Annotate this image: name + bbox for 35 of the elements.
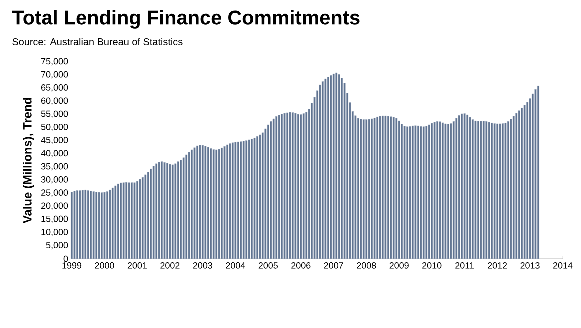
- x-tick-label: 2001: [128, 262, 147, 269]
- y-tick-label: 30,000: [41, 176, 68, 184]
- x-tick-label: 2013: [520, 262, 540, 269]
- x-tick-label: 2011: [456, 262, 474, 269]
- chart-title: Total Lending Finance Commitments: [12, 10, 360, 29]
- y-tick-label: 45,000: [41, 137, 68, 144]
- x-tick-label: 2007: [324, 262, 344, 269]
- y-axis-title: Value (Millions), Trend: [23, 98, 34, 224]
- y-tick-label: 0: [64, 256, 68, 262]
- x-tick-label: 2000: [95, 262, 114, 269]
- x-tick-label: 2002: [160, 262, 180, 269]
- x-tick-label: 2004: [226, 262, 246, 269]
- x-tick-label: 2003: [193, 262, 213, 269]
- y-tick-label: 75,000: [42, 58, 68, 66]
- x-tick-label: 2010: [422, 262, 442, 269]
- x-tick-label: 2005: [258, 262, 278, 269]
- y-tick-label: 25,000: [42, 190, 68, 198]
- y-tick-label: 10,000: [42, 229, 68, 236]
- y-tick-label: 50,000: [41, 124, 68, 132]
- x-tick-label: 2012: [488, 262, 508, 269]
- y-tick-label: 65,000: [42, 84, 68, 92]
- y-tick-label: 40,000: [41, 150, 68, 158]
- y-tick-label: 60,000: [42, 98, 68, 106]
- x-tick-label: 2014: [553, 262, 573, 269]
- y-tick-label: 55,000: [41, 110, 68, 118]
- x-tick-label: 1999: [62, 262, 82, 269]
- y-tick-label: 5,000: [46, 242, 68, 250]
- y-tick-label: 70,000: [42, 71, 68, 79]
- x-tick-label: 2008: [357, 262, 376, 269]
- y-tick-label: 35,000: [41, 163, 68, 171]
- source-note: Source: Australian Bureau of Statistics: [12, 38, 183, 46]
- x-tick-label: 2006: [292, 262, 311, 269]
- y-tick-label: 20,000: [42, 202, 68, 210]
- y-tick-label: 15,000: [42, 216, 68, 224]
- x-tick-label: 2009: [390, 262, 409, 269]
